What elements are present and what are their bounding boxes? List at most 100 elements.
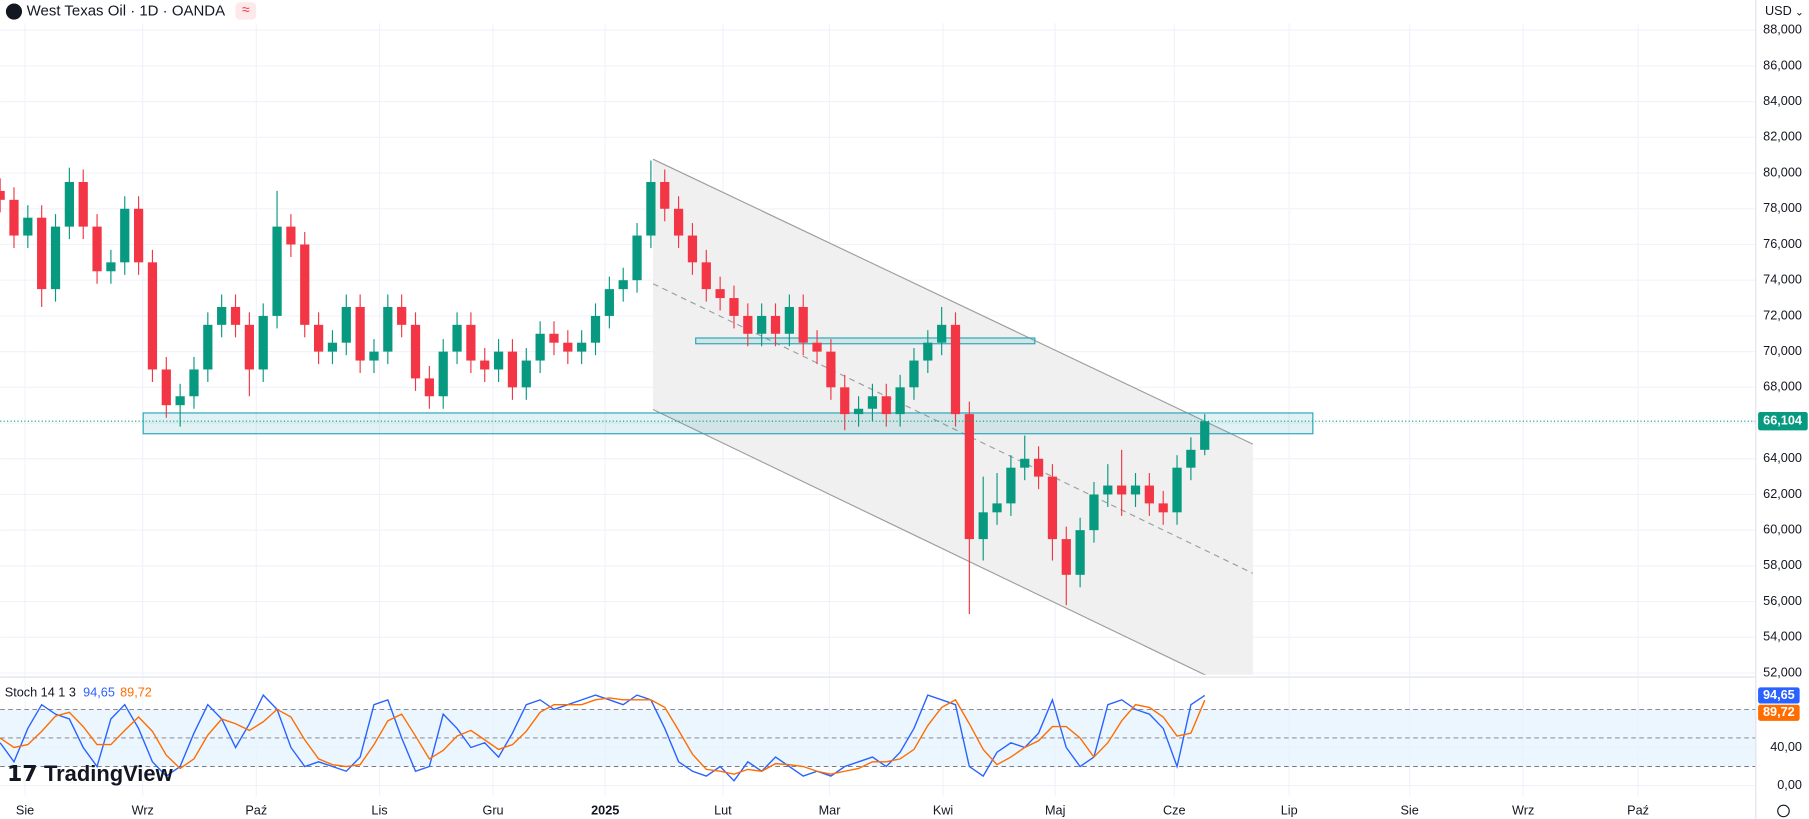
candle-body <box>729 298 739 316</box>
price-tag <box>1758 411 1808 431</box>
candle-body <box>9 199 19 236</box>
y-tick-label: 56,000 <box>1763 594 1802 608</box>
candle-body <box>881 396 891 415</box>
candle-body <box>1061 539 1071 575</box>
candle-body <box>341 306 351 343</box>
candle-body <box>1186 449 1196 468</box>
candle-body <box>369 351 379 361</box>
value-tag-label: 89,72 <box>1763 705 1795 719</box>
candle-body <box>203 324 213 370</box>
candle-body <box>230 306 241 325</box>
candle-body <box>37 217 47 290</box>
drawings <box>142 158 1314 675</box>
x-tick-label: Paź <box>245 803 267 817</box>
candle-body <box>1200 421 1210 450</box>
indicator-line <box>0 693 1206 782</box>
y-tick-label: 52,000 <box>1763 665 1802 679</box>
candle-body <box>258 315 268 370</box>
candle-body <box>133 208 144 263</box>
y-tick-label: 80,000 <box>1763 165 1802 179</box>
candle-body <box>452 324 462 352</box>
candle-body <box>757 315 767 334</box>
candle-body <box>1144 485 1154 504</box>
candle-body <box>189 369 199 397</box>
candle-body <box>646 181 656 236</box>
candle-body <box>563 342 573 352</box>
labels: Sie Wrz Paź Lis Gru 2025 Lut Mar Kwi Maj Cze Lip Sie… <box>16 23 1808 817</box>
x-tick-label: Paź <box>1627 803 1649 817</box>
candle-body <box>327 342 338 352</box>
candle-body <box>673 208 684 236</box>
candle-body <box>507 351 518 388</box>
candle-body <box>120 208 130 263</box>
logo-mark: 𝟭𝟳 <box>7 761 37 786</box>
candle-body <box>397 306 407 325</box>
indicator-value: 94,65 <box>83 686 115 700</box>
indicator-line <box>0 697 1206 775</box>
candle-body <box>147 262 158 370</box>
candle-body <box>493 351 504 370</box>
candle-body <box>978 512 988 540</box>
x-tick-label: Maj <box>1045 803 1065 817</box>
status-badge <box>235 2 257 20</box>
candle-body <box>909 360 919 388</box>
candle-body <box>78 181 88 227</box>
candle-body <box>480 360 490 370</box>
y-tick-label: 84,000 <box>1763 94 1802 108</box>
value-tag-label: 94,65 <box>1763 688 1795 702</box>
currency[interactable]: USD <box>1765 4 1792 18</box>
y-tick-label: 70,000 <box>1763 344 1802 358</box>
marks <box>0 160 1756 782</box>
x-tick-label: Lis <box>371 803 387 817</box>
candle-body <box>1103 485 1113 495</box>
value-tag <box>1758 687 1800 704</box>
x-tick-label: Wrz <box>132 803 154 817</box>
candle-body <box>1047 476 1058 540</box>
x-tick-label: Kwi <box>933 803 953 817</box>
y-tick-label: 86,000 <box>1763 58 1802 72</box>
candle-body <box>853 408 864 415</box>
candle-body <box>867 396 878 409</box>
candle-body <box>0 190 5 200</box>
y-tick-label: 88,000 <box>1763 23 1802 37</box>
candle-body <box>300 244 310 325</box>
candle-body <box>1006 467 1016 504</box>
status-icon: ≈ <box>242 1 250 17</box>
currency-caret[interactable]: ⌄ <box>1795 7 1804 18</box>
candle-body <box>715 289 725 299</box>
candle-body <box>701 262 711 290</box>
y-tick-label: 60,000 <box>1763 523 1802 537</box>
candle-body <box>410 324 421 379</box>
zone <box>142 412 1314 435</box>
candle-body <box>50 226 61 290</box>
x-tick-label: Sie <box>1400 803 1418 817</box>
candle-body <box>1075 530 1085 575</box>
candle-body <box>64 181 74 227</box>
y-tick-label: 54,000 <box>1763 630 1802 644</box>
symbol-icon <box>5 3 23 20</box>
candle-body <box>1020 458 1030 468</box>
value-tag <box>1758 704 1800 721</box>
candle-body <box>937 324 947 343</box>
candle-body <box>175 396 185 406</box>
x-tick-label: Lut <box>714 803 732 817</box>
candle-body <box>577 342 587 352</box>
x-tick-label: Mar <box>819 803 842 817</box>
candle-body <box>466 324 476 361</box>
candle-body <box>964 414 974 540</box>
candle-body <box>784 306 794 334</box>
y-tick-label: 58,000 <box>1763 558 1802 572</box>
symbol-title: West Texas Oil · 1D · OANDA <box>27 2 225 19</box>
x-tick-label: Sie <box>16 803 34 817</box>
candle-body <box>161 369 171 406</box>
candle-body <box>826 351 836 388</box>
channel-mid <box>652 283 1254 574</box>
price-tag-label: 66,104 <box>1763 414 1802 428</box>
candle-body <box>798 306 808 343</box>
candle-body <box>535 333 545 361</box>
candle-body <box>313 324 324 352</box>
channel-bottom <box>652 408 1207 675</box>
candle-body <box>106 262 116 272</box>
settings-icon[interactable] <box>1777 804 1790 818</box>
candle-body <box>272 226 282 316</box>
